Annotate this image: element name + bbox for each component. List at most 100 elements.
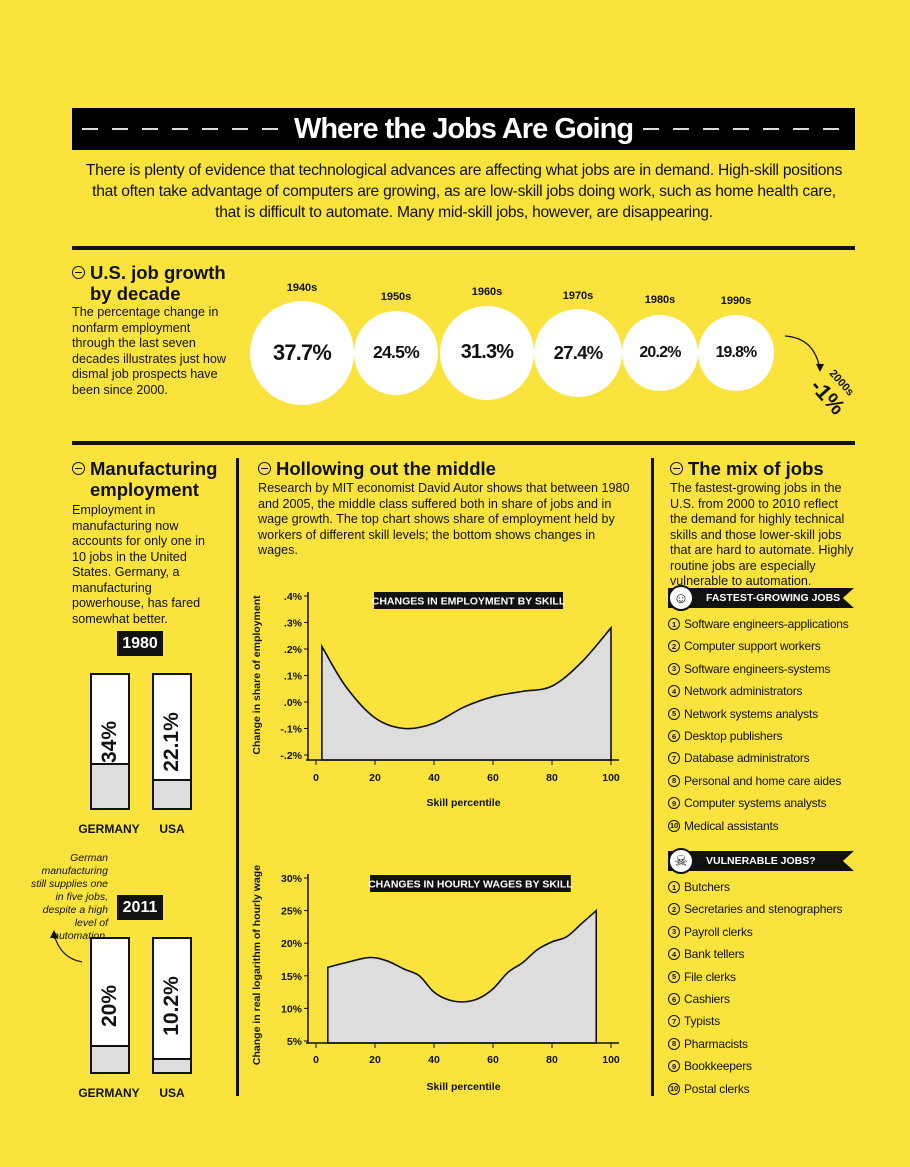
job-name: Software engineers-applications <box>684 617 849 631</box>
decade-label: 1940s <box>286 282 318 294</box>
chart-title-box <box>374 592 563 609</box>
y-tick-label: 25% <box>281 906 303 918</box>
annotation-note: German manufacturing still supplies one … <box>30 852 108 942</box>
y-tick-label: .2% <box>284 644 303 656</box>
collapse-icon <box>258 462 271 475</box>
job-list-item: 4 Bank tellers <box>668 947 744 961</box>
rank-badge: 5 <box>668 970 680 983</box>
rank-badge: 5 <box>668 707 680 720</box>
mix-text: The fastest-growing jobs in the U.S. fro… <box>670 481 854 588</box>
job-list-item: 2 Secretaries and stenographers <box>668 902 843 917</box>
title-banner: Where the Jobs Are Going <box>72 108 855 150</box>
year-label: 2011 <box>117 895 163 920</box>
bar-fill <box>92 1045 128 1072</box>
decade-label: 1960s <box>471 286 503 298</box>
chart-title-box <box>370 875 571 892</box>
year-label: 1980 <box>117 631 163 656</box>
x-tick-label: 60 <box>487 772 499 784</box>
y-tick-label: .4% <box>284 591 303 603</box>
bar-fill <box>154 778 190 808</box>
job-list-item: 5 File clerks <box>668 970 736 984</box>
job-name: Secretaries and stenographers <box>684 902 843 917</box>
skull-icon: ☠ <box>668 848 694 874</box>
growth-title: U.S. job growth by decade <box>72 262 242 304</box>
data-area <box>321 625 612 761</box>
y-tick-label: -.1% <box>280 724 302 736</box>
job-name: Bookkeepers <box>684 1059 752 1074</box>
mix-title: The mix of jobs <box>670 458 824 479</box>
dash-divider <box>82 128 284 130</box>
bar-value: 20% <box>98 984 121 1027</box>
job-name: Computer systems analysts <box>684 796 827 811</box>
country-label: GERMANY <box>78 1086 140 1100</box>
share-bar-usa: 10.2% <box>152 937 192 1074</box>
y-tick-label: 15% <box>281 971 303 983</box>
rank-badge: 6 <box>668 730 680 742</box>
job-name: Desktop publishers <box>684 729 783 743</box>
manufacturing-text: Employment in manufacturing now accounts… <box>72 503 206 626</box>
job-list-item: 1 Butchers <box>668 880 730 894</box>
job-name: Payroll clerks <box>684 924 753 939</box>
rank-badge: 3 <box>668 925 680 938</box>
rank-badge: 3 <box>668 662 680 675</box>
collapse-icon <box>72 266 85 279</box>
job-name: Computer support workers <box>684 639 821 654</box>
arrow-icon <box>784 335 824 372</box>
x-tick-label: 80 <box>546 772 558 784</box>
rank-badge: 8 <box>668 774 680 787</box>
job-name: Bank tellers <box>684 947 745 962</box>
x-tick-label: 0 <box>313 1054 319 1066</box>
country-label: USA <box>159 1086 185 1100</box>
rank-badge: 1 <box>668 618 680 630</box>
country-label: USA <box>159 822 185 836</box>
job-list-item: 3 Payroll clerks <box>668 925 753 939</box>
decade-circle: 19.8% <box>698 315 774 391</box>
rank-badge: 7 <box>668 1015 680 1028</box>
job-list-item: 3 Software engineers-systems <box>668 662 830 676</box>
job-list-item: 1 Software engineers-applications <box>668 617 849 631</box>
job-name: Typists <box>684 1014 720 1029</box>
job-list-item: 9 Bookkeepers <box>668 1059 752 1073</box>
chart-title: CHANGES IN EMPLOYMENT BY SKILL <box>372 596 566 608</box>
rank-badge: 6 <box>668 993 680 1005</box>
job-list-item: 7 Typists <box>668 1014 720 1028</box>
decade-label: 1990s <box>720 295 752 307</box>
job-name: Butchers <box>684 880 730 894</box>
rank-badge: 7 <box>668 752 680 765</box>
y-tick-label: 5% <box>287 1036 303 1048</box>
job-list-item: 5 Network systems analysts <box>668 707 818 721</box>
rank-badge: 2 <box>668 903 680 916</box>
job-name: Medical assistants <box>684 818 779 833</box>
job-list-item: 6 Cashiers <box>668 992 730 1006</box>
rank-badge: 2 <box>668 640 680 653</box>
rank-badge: 4 <box>668 685 680 698</box>
column-divider <box>651 458 654 1096</box>
share-bar-germany: 34% <box>90 673 130 810</box>
x-tick-label: 100 <box>602 1054 620 1066</box>
y-tick-label: .0% <box>284 697 303 709</box>
rank-badge: 8 <box>668 1037 680 1050</box>
y-tick-label: -.2% <box>280 750 302 762</box>
chart-title: CHANGES IN HOURLY WAGES BY SKILL <box>368 879 573 891</box>
page-title: Where the Jobs Are Going <box>293 112 634 145</box>
y-tick-label: .1% <box>284 671 303 683</box>
job-name: Postal clerks <box>684 1081 750 1096</box>
hollowing-title: Hollowing out the middle <box>258 458 496 479</box>
x-axis-label: Skill percentile <box>426 1081 500 1093</box>
rank-badge: 10 <box>668 819 680 832</box>
x-tick-label: 40 <box>428 772 440 784</box>
curved-arrow-icon <box>50 930 83 963</box>
decade-circle: 20.2% <box>621 314 699 392</box>
bar-value: 34% <box>98 720 121 763</box>
decade-label: 1980s <box>644 294 676 306</box>
rank-badge: 4 <box>668 948 680 961</box>
job-list-item: 8 Pharmacists <box>668 1037 748 1051</box>
x-tick-label: 60 <box>487 1054 499 1066</box>
bar-value: 22.1% <box>160 711 183 772</box>
job-list-item: 9 Computer systems analysts <box>668 796 827 811</box>
job-list-item: 7 Database administrators <box>668 751 810 765</box>
data-area <box>327 908 598 1044</box>
job-list-item: 8 Personal and home care aides <box>668 774 841 788</box>
rank-badge: 9 <box>668 797 680 810</box>
wages-chart: 30% 25% 20% 15% 10% 5% 0 20 40 60 80 100 Skill perce… <box>251 865 620 1093</box>
